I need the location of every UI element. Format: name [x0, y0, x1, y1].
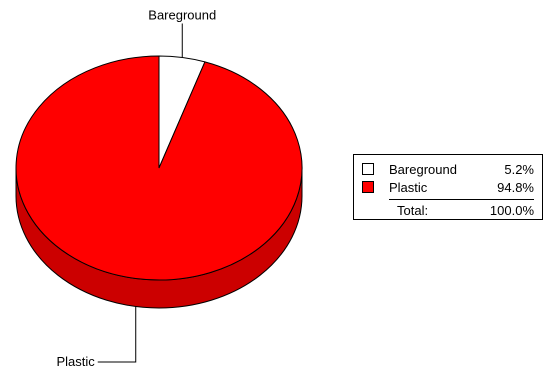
callout-line-plastic: [97, 306, 137, 363]
legend-label-plastic: Plastic: [389, 180, 428, 195]
legend-swatch-plastic: [362, 181, 374, 193]
legend-label-bareground: Bareground: [389, 162, 457, 177]
legend-item-plastic: Plastic 94.8%: [362, 179, 534, 196]
callouts: Bareground Plastic: [56, 7, 216, 369]
legend-total-row: Total: 100.0%: [362, 202, 534, 219]
slice-label-bareground: Bareground: [148, 7, 216, 22]
legend: Bareground 5.2% Plastic 94.8% Total: 100…: [353, 154, 543, 220]
pie-slices: [15, 55, 303, 281]
pie-slice-plastic: [15, 55, 303, 281]
slice-label-plastic: Plastic: [56, 354, 95, 369]
legend-swatch-bareground: [362, 163, 374, 175]
legend-total-label: Total:: [397, 203, 429, 218]
legend-total-value: 100.0%: [489, 203, 534, 218]
legend-total-divider: [389, 199, 534, 200]
legend-value-bareground: 5.2%: [504, 162, 534, 177]
legend-value-plastic: 94.8%: [497, 180, 534, 195]
legend-item-bareground: Bareground 5.2%: [362, 161, 534, 178]
